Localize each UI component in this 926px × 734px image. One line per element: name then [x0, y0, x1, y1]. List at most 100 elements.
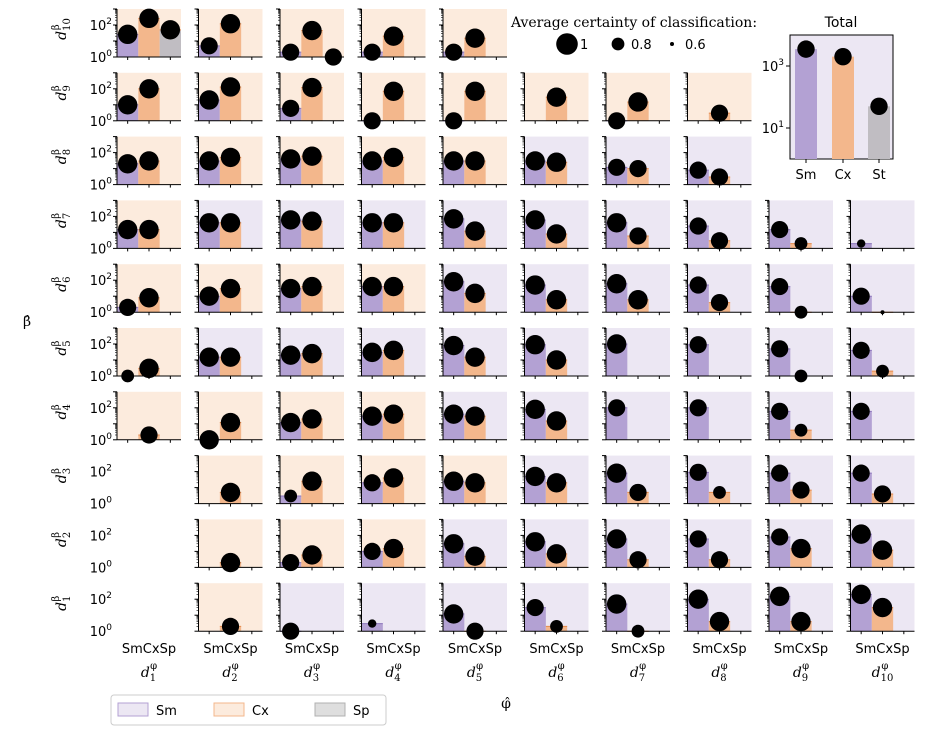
bar-sm: [769, 348, 791, 376]
certainty-dot-cx: [221, 617, 240, 635]
certainty-dot-cx: [465, 283, 485, 304]
panel-r1-c5: [439, 582, 507, 640]
y-tick-label: 102: [90, 272, 112, 289]
certainty-dot-sm: [200, 37, 218, 55]
y-tick-label: 102: [90, 17, 112, 34]
panel-r7-c3: [276, 199, 344, 252]
bar-sm: [687, 472, 709, 504]
certainty-dot-cx: [383, 468, 404, 488]
panel-r6-c7: [602, 263, 670, 316]
certainty-dot-sm: [525, 275, 545, 295]
certainty-dot-sm: [771, 402, 789, 420]
panel-r9-c5: [439, 72, 507, 130]
certainty-dot-cx: [220, 77, 241, 97]
panel-r4-c5: [439, 391, 507, 443]
certainty-dot-sm: [443, 209, 464, 229]
certainty-dot-cx: [302, 146, 322, 166]
certainty-dot-sm: [526, 598, 544, 617]
panel-r7-c10: [846, 199, 915, 252]
panel-r3-c4: [357, 455, 426, 507]
panel-r6-c10: [846, 263, 915, 316]
panel-r4-c1: [113, 391, 181, 444]
panel-r2-c8: [683, 518, 752, 571]
certainty-dot-sm: [443, 471, 464, 491]
panel-r8-c7: [602, 136, 670, 188]
certainty-dot-sm: [769, 586, 790, 607]
panel-r3-c8: [683, 455, 752, 507]
panel-r3-c7: [602, 455, 670, 507]
certainty-dot-sm: [852, 287, 870, 305]
certainty-dot-cx: [546, 350, 567, 370]
bar-sm: [687, 344, 709, 376]
bar-sm: [850, 411, 872, 440]
column-label-4: d4φ: [385, 661, 401, 684]
panel-r2-c9: [765, 518, 833, 571]
y-tick-label: 100: [90, 49, 113, 66]
total-certainty-dot: [797, 40, 815, 58]
bar-sm: [769, 473, 791, 504]
certainty-dot-sm: [606, 274, 627, 294]
certainty-dot-sm: [525, 466, 545, 487]
y-tick-label: 100: [90, 113, 113, 130]
panel-grid: [113, 8, 915, 640]
column-label-7: d7φ: [630, 661, 646, 684]
size-legend-label: 0.6: [685, 38, 706, 53]
panel-r3-c2: [194, 455, 263, 507]
certainty-dot-sm: [771, 220, 789, 239]
size-legend-dot: [670, 42, 674, 46]
panel-r4-c9: [765, 391, 833, 443]
certainty-dot-cx: [792, 481, 810, 499]
panel-r1-c10: [846, 582, 915, 635]
certainty-dot-cx: [873, 485, 892, 503]
certainty-dot-cx: [794, 423, 808, 437]
certainty-dot-cx: [629, 227, 647, 245]
total-y-tick-label: 103: [762, 58, 784, 75]
certainty-dot-sm: [689, 530, 707, 548]
certainty-dot-cx: [550, 619, 563, 633]
certainty-dot-sm: [443, 151, 464, 171]
certainty-dot-sm: [362, 276, 382, 297]
size-legend: Average certainty of classification: 1 0.…: [510, 15, 757, 55]
panel-r2-c6: [520, 518, 589, 571]
certainty-dot-sm: [771, 528, 789, 546]
y-tick-label: 102: [90, 400, 112, 417]
certainty-dot-sm: [852, 464, 870, 482]
row-label-9: d9β: [51, 85, 73, 100]
panel-r5-c7: [602, 327, 670, 379]
certainty-dot-cx: [383, 213, 404, 233]
certainty-dot-cx: [794, 237, 808, 250]
certainty-dot-sm: [852, 402, 870, 420]
legend-label-sp: Sp: [353, 704, 370, 719]
panel-r3-c6: [520, 455, 589, 507]
certainty-dot-sm: [689, 161, 707, 179]
certainty-dot-cx: [139, 8, 159, 29]
panel-r10-c2: [194, 8, 263, 60]
panel-r4-c7: [602, 391, 670, 443]
panel-r8-c3: [276, 136, 344, 188]
panel-r10-c5: [439, 8, 507, 61]
certainty-dot-sm: [771, 340, 789, 358]
certainty-dot-cx: [302, 409, 322, 429]
certainty-dot-sm: [525, 210, 545, 230]
category-tick-labels: SmCxSp: [529, 642, 583, 657]
certainty-dot-sm: [280, 210, 301, 230]
column-label-3: d3φ: [304, 661, 320, 684]
bar-cx: [301, 87, 323, 121]
certainty-dot-cx: [709, 611, 730, 632]
row-label-2: d2β: [51, 532, 73, 547]
panel-r4-c3: [276, 391, 344, 443]
panel-r7-c5: [439, 199, 507, 252]
certainty-dot-cx: [139, 79, 159, 99]
panel-r6-c5: [439, 263, 507, 316]
certainty-dot-cx: [465, 28, 485, 48]
total-chart: Total Sm Cx St 101 103: [762, 15, 894, 183]
panel-r10-c3: [276, 8, 344, 66]
panel-r5-c6: [520, 327, 589, 379]
panel-r8-c8: [683, 136, 752, 188]
certainty-dot-cx: [139, 151, 159, 171]
certainty-dot-sm: [689, 276, 707, 294]
certainty-dot-sm: [771, 464, 789, 482]
total-title: Total: [824, 15, 858, 31]
certainty-dot-cx: [465, 347, 485, 367]
certainty-dot-sm: [367, 619, 377, 628]
